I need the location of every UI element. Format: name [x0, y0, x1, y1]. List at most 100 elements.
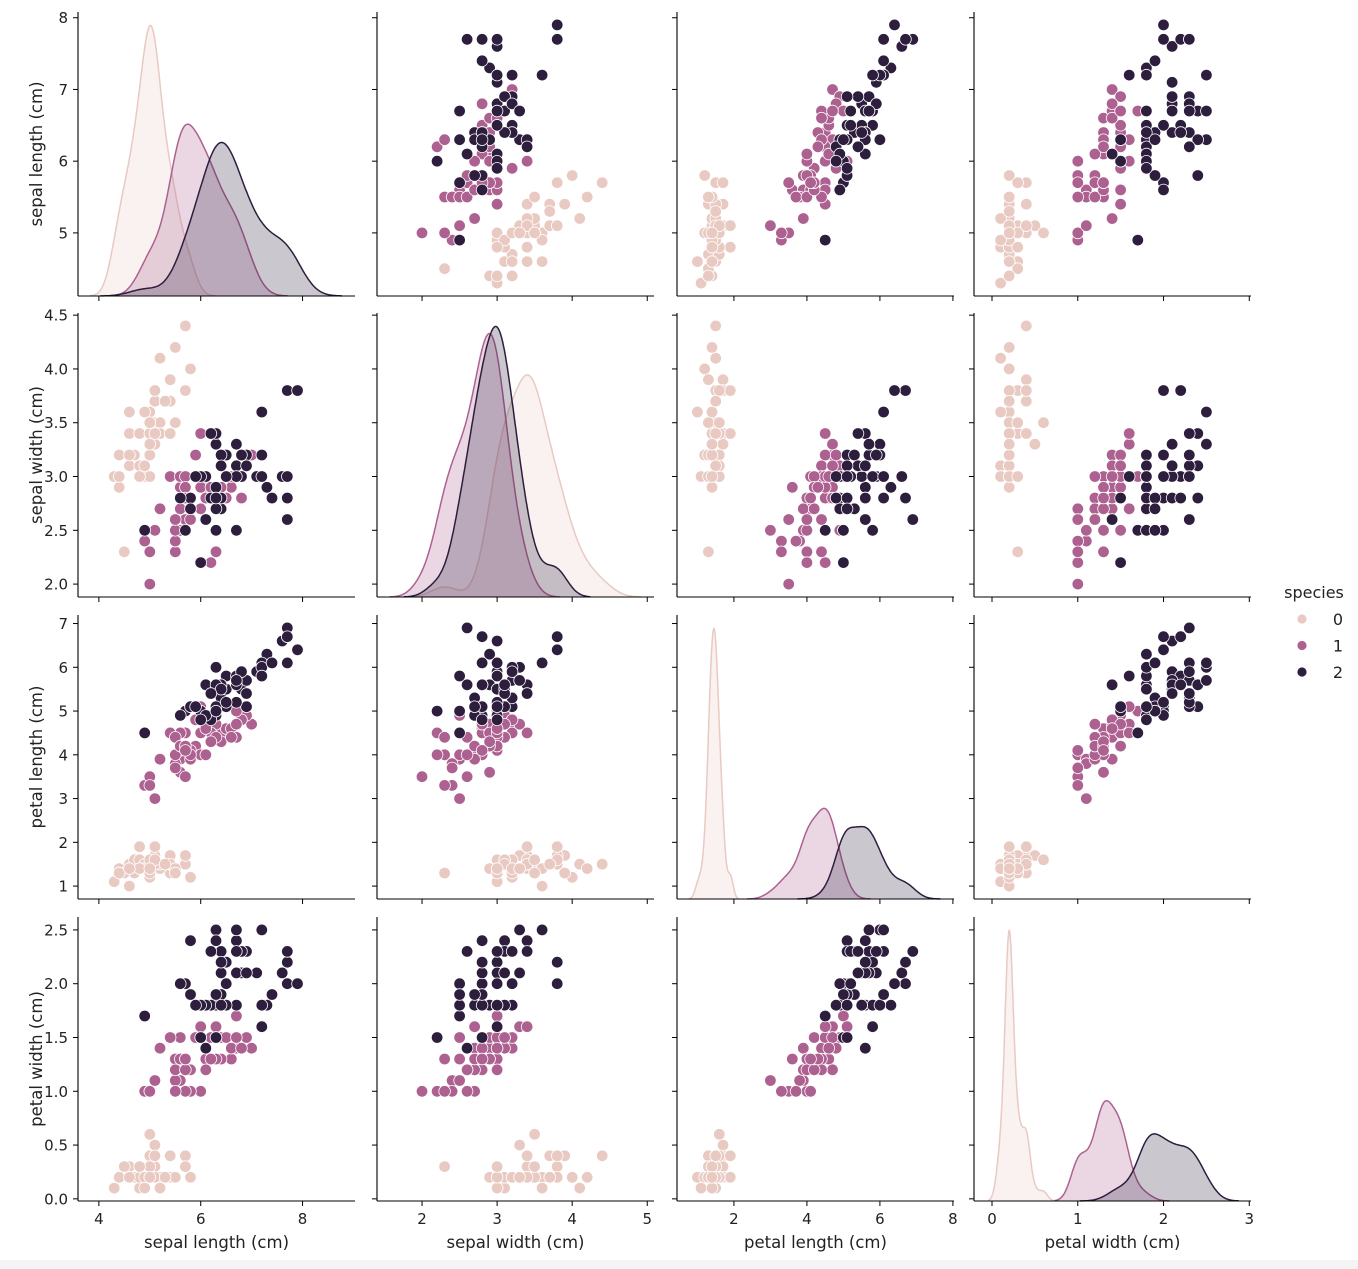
- point-species-2: [1183, 687, 1196, 700]
- point-species-2: [837, 524, 850, 537]
- point-species-1: [179, 1052, 192, 1066]
- x-tick-label: 2: [417, 1210, 427, 1228]
- y-tick-label: 4.0: [44, 360, 68, 378]
- point-species-1: [1105, 97, 1119, 111]
- point-species-0: [513, 226, 526, 240]
- y-tick-label: 0.0: [44, 1190, 68, 1208]
- point-species-0: [528, 1160, 541, 1173]
- point-species-0: [1011, 240, 1024, 254]
- point-species-2: [490, 669, 504, 683]
- point-species-1: [804, 491, 817, 505]
- plot-area: [691, 923, 920, 1195]
- point-species-0: [1003, 427, 1016, 440]
- point-species-1: [189, 448, 202, 462]
- point-species-2: [1114, 491, 1127, 505]
- point-species-2: [230, 923, 243, 937]
- point-species-0: [716, 438, 730, 451]
- point-species-0: [1011, 262, 1024, 275]
- point-species-1: [230, 1009, 243, 1023]
- point-species-2: [204, 687, 218, 700]
- point-species-0: [143, 1171, 157, 1184]
- point-species-2: [1165, 40, 1179, 53]
- point-species-2: [219, 977, 233, 990]
- point-species-2: [1165, 76, 1179, 89]
- point-species-0: [691, 255, 704, 268]
- point-species-2: [460, 621, 474, 635]
- point-species-1: [1088, 718, 1102, 731]
- y-tick-label: 2.5: [44, 522, 68, 540]
- point-species-2: [840, 162, 854, 175]
- point-species-0: [1003, 190, 1016, 204]
- point-species-2: [209, 524, 223, 537]
- point-species-2: [1105, 147, 1119, 161]
- point-species-0: [133, 470, 146, 483]
- point-species-2: [179, 524, 192, 537]
- point-species-0: [138, 1181, 151, 1195]
- point-species-2: [475, 977, 489, 990]
- point-species-2: [1148, 502, 1162, 516]
- plot-area: [415, 923, 609, 1195]
- point-species-2: [888, 977, 901, 990]
- point-species-0: [551, 840, 564, 853]
- point-species-2: [520, 934, 534, 947]
- point-species-2: [551, 630, 564, 643]
- point-species-1: [148, 1074, 162, 1087]
- point-species-2: [844, 977, 857, 990]
- point-species-0: [705, 226, 719, 240]
- point-species-1: [143, 779, 157, 792]
- point-species-2: [1105, 513, 1119, 526]
- point-species-1: [782, 176, 795, 189]
- kde-fill-species-2: [100, 142, 342, 296]
- point-species-2: [1140, 648, 1153, 661]
- plot-area: [994, 18, 1213, 290]
- x-tick-label: 4: [567, 1210, 577, 1228]
- x-tick-label: 4: [802, 1210, 812, 1228]
- point-species-2: [490, 700, 504, 713]
- y-tick-label: 4.5: [44, 307, 68, 325]
- point-species-0: [573, 212, 586, 225]
- point-species-0: [535, 255, 549, 268]
- point-species-0: [716, 176, 730, 189]
- point-species-0: [709, 319, 722, 333]
- point-species-1: [789, 190, 803, 204]
- point-species-2: [899, 384, 912, 397]
- point-species-2: [281, 956, 294, 969]
- point-species-2: [829, 470, 843, 483]
- point-species-0: [551, 219, 564, 232]
- point-species-2: [194, 1031, 207, 1044]
- point-species-0: [1003, 395, 1016, 408]
- point-species-0: [551, 1160, 564, 1173]
- point-species-1: [475, 97, 489, 111]
- point-species-2: [1165, 438, 1179, 451]
- point-species-2: [520, 945, 534, 958]
- point-species-2: [859, 481, 872, 494]
- point-species-2: [475, 1031, 489, 1044]
- point-species-0: [702, 416, 715, 429]
- x-tick-label: 2: [729, 1210, 739, 1228]
- kde-fill-species-1: [108, 124, 288, 296]
- point-species-2: [498, 126, 511, 139]
- point-species-2: [453, 233, 466, 247]
- point-species-1: [1080, 524, 1093, 537]
- point-species-2: [884, 481, 898, 494]
- point-species-0: [713, 1128, 726, 1141]
- point-species-2: [453, 669, 466, 683]
- point-species-1: [819, 1020, 832, 1033]
- point-species-1: [826, 104, 839, 118]
- point-species-0: [1011, 416, 1024, 429]
- point-species-2: [1183, 621, 1196, 635]
- point-species-1: [209, 1020, 223, 1033]
- point-species-0: [1003, 840, 1016, 853]
- point-species-1: [179, 481, 192, 494]
- point-species-2: [1140, 683, 1153, 696]
- x-axis-label: petal length (cm): [744, 1233, 887, 1252]
- y-tick-label: 2: [58, 834, 68, 852]
- legend-marker-1: [1296, 640, 1308, 651]
- point-species-2: [1183, 140, 1196, 154]
- point-species-0: [118, 1160, 131, 1173]
- kde-fill-species-2: [797, 826, 941, 899]
- point-species-2: [859, 513, 872, 526]
- point-species-2: [1200, 104, 1213, 118]
- point-species-0: [543, 1171, 556, 1184]
- plot-area: [994, 319, 1213, 591]
